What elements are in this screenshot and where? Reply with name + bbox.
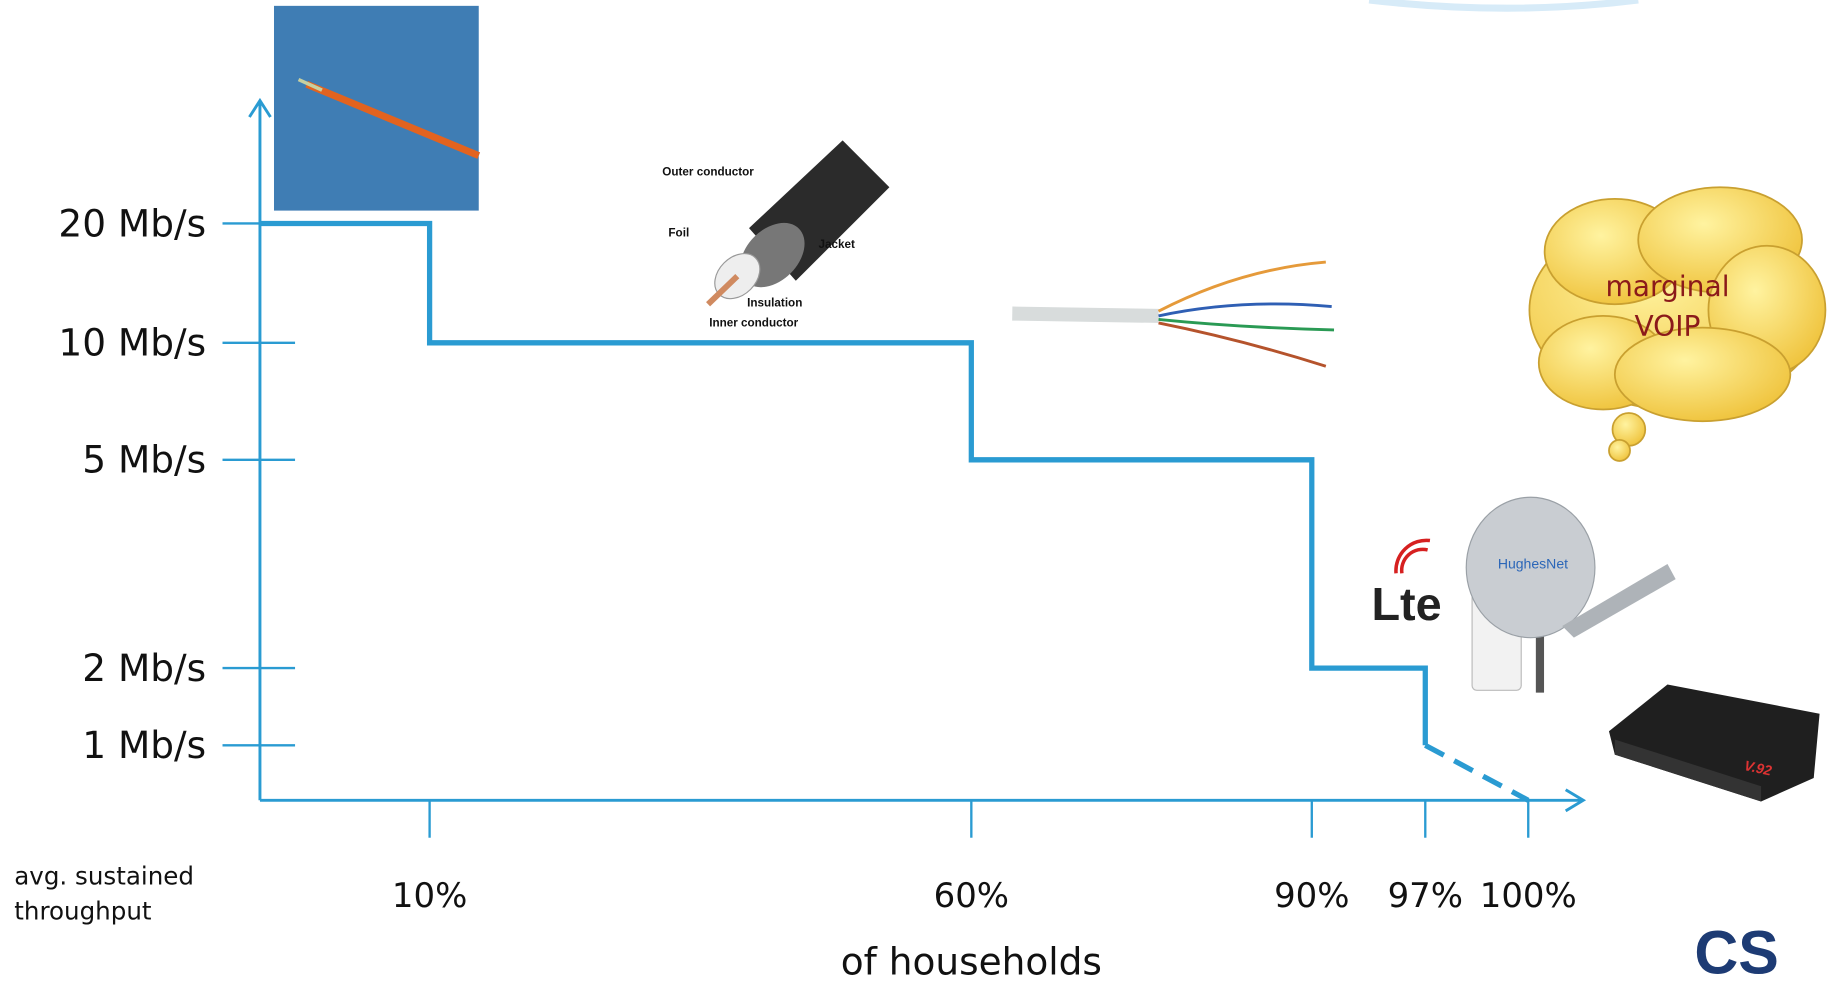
step-line xyxy=(260,223,1425,745)
callout-box: marginal VOIP xyxy=(1574,267,1761,361)
chart: Outer conductor Foil Jacket Insulation I… xyxy=(0,0,1835,991)
y-axis-label-line: throughput xyxy=(14,897,152,926)
modem-image: V.92 xyxy=(1609,684,1820,801)
y-tick-label: 2 Mb/s xyxy=(82,646,206,690)
lte-logo: Lte xyxy=(1371,540,1441,630)
y-tick-label: 20 Mb/s xyxy=(58,201,206,245)
image-label: Inner conductor xyxy=(709,316,798,329)
image-label: Insulation xyxy=(747,297,802,310)
callout-text: marginal VOIP xyxy=(1603,267,1732,347)
x-tick-label: 10% xyxy=(392,877,467,916)
x-tick-label: 60% xyxy=(934,877,1009,916)
image-label: Lte xyxy=(1371,578,1441,630)
decoration xyxy=(1369,0,1638,8)
page: {"chart_data": { "type": "step", "x_labe… xyxy=(0,0,1835,991)
y-tick-label: 5 Mb/s xyxy=(82,438,206,482)
image-label: Foil xyxy=(668,226,689,239)
x-tick-label: 90% xyxy=(1274,877,1349,916)
x-tick-label: 100% xyxy=(1480,877,1577,916)
fiber-image xyxy=(274,6,479,211)
logo: CS xyxy=(1694,918,1779,986)
image-label: Outer conductor xyxy=(662,166,754,179)
y-axis-label: avg. sustained throughput xyxy=(14,862,194,926)
step-line xyxy=(1425,745,1528,800)
coax-image: Outer conductor Foil Jacket Insulation I… xyxy=(662,140,889,329)
twisted-pair-image xyxy=(1012,262,1334,366)
y-axis-label-line: avg. sustained xyxy=(14,862,194,891)
x-tick-label: 97% xyxy=(1388,877,1463,916)
image-label: HughesNet xyxy=(1498,556,1568,572)
y-tick-label: 10 Mb/s xyxy=(58,321,206,365)
y-tick-label: 1 Mb/s xyxy=(82,723,206,767)
logo-text: CS xyxy=(1694,918,1779,986)
x-axis-label: of households xyxy=(841,940,1102,984)
image-label: Jacket xyxy=(819,238,856,251)
satellite-image: HughesNet xyxy=(1466,497,1675,692)
